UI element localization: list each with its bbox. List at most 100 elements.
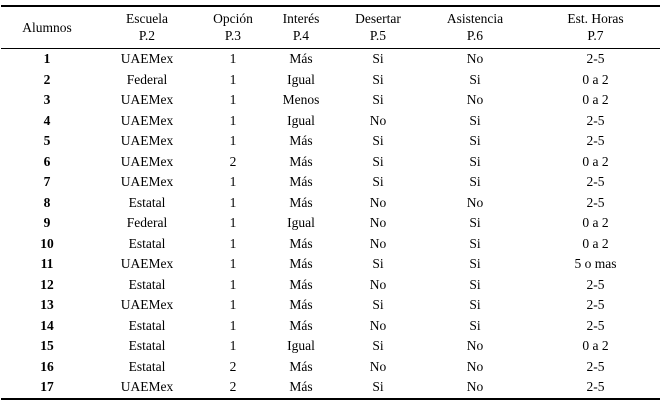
table-row: 15 Estatal 1 Igual Si No 0 a 2 <box>1 336 660 357</box>
cell-asistencia: Si <box>469 215 481 230</box>
row-number: 13 <box>40 297 54 312</box>
table-row: 14 Estatal 1 Más No Si 2-5 <box>1 316 660 337</box>
cell-desertar: No <box>369 358 387 374</box>
cell-escuela: UAEMex <box>120 153 174 169</box>
cell-est-horas: 2-5 <box>586 358 605 374</box>
table-row: 16 Estatal 2 Más No No 2-5 <box>1 357 660 378</box>
cell-interes: Más <box>289 276 313 292</box>
cell-escuela: UAEMex <box>120 379 174 394</box>
cell-asistencia: Si <box>469 256 481 271</box>
cell-opcion: 1 <box>229 133 237 148</box>
table-row: 7 UAEMex 1 Más Si Si 2-5 <box>1 172 660 193</box>
row-number: 17 <box>40 379 54 394</box>
row-number: 10 <box>40 235 54 251</box>
cell-escuela: Estatal <box>128 276 166 292</box>
cell-est-horas: 2-5 <box>586 379 605 394</box>
table-row: 17 UAEMex 2 Más Si No 2-5 <box>1 377 660 399</box>
cell-interes: Menos <box>282 92 320 107</box>
cell-desertar: No <box>369 112 387 128</box>
table-row: 5 UAEMex 1 Más Si Si 2-5 <box>1 131 660 152</box>
cell-desertar: No <box>369 194 387 210</box>
cell-escuela: Estatal <box>128 194 166 210</box>
cell-desertar: Si <box>372 153 384 169</box>
cell-escuela: UAEMex <box>120 133 174 148</box>
cell-est-horas: 2-5 <box>586 133 605 148</box>
row-number: 12 <box>40 276 54 292</box>
row-number: 8 <box>43 194 51 210</box>
cell-est-horas: 0 a 2 <box>582 92 609 107</box>
row-number: 11 <box>40 256 54 271</box>
cell-opcion: 1 <box>229 297 237 312</box>
table-row: 1 UAEMex 1 Más Si No 2-5 <box>1 49 660 70</box>
cell-opcion: 1 <box>229 235 237 251</box>
cell-est-horas: 2-5 <box>586 194 605 210</box>
cell-opcion: 2 <box>229 153 237 169</box>
cell-interes: Más <box>289 194 313 210</box>
cell-desertar: No <box>369 276 387 292</box>
cell-escuela: UAEMex <box>120 174 174 189</box>
row-number: 9 <box>43 215 51 230</box>
column-header-label: Asistencia <box>446 11 504 26</box>
cell-opcion: 1 <box>229 92 237 107</box>
cell-opcion: 1 <box>229 51 237 66</box>
cell-asistencia: Si <box>469 174 481 189</box>
cell-asistencia: Si <box>469 235 481 251</box>
cell-est-horas: 0 a 2 <box>582 153 609 169</box>
row-number: 4 <box>43 112 51 128</box>
cell-asistencia: Si <box>469 112 481 128</box>
cell-interes: Igual <box>287 71 315 87</box>
cell-est-horas: 2-5 <box>586 51 605 66</box>
cell-opcion: 2 <box>229 358 237 374</box>
cell-est-horas: 2-5 <box>586 297 605 312</box>
cell-interes: Más <box>289 235 313 251</box>
row-number: 15 <box>40 338 54 353</box>
cell-escuela: Federal <box>126 215 168 230</box>
cell-asistencia: No <box>466 358 484 374</box>
row-number: 16 <box>40 358 54 374</box>
cell-asistencia: No <box>466 338 484 353</box>
table-row: 6 UAEMex 2 Más Si Si 0 a 2 <box>1 152 660 173</box>
table-header-row: Alumnos Escuela P.2 Opción P.3 Interés P… <box>1 6 660 49</box>
cell-desertar: Si <box>372 379 384 394</box>
cell-opcion: 1 <box>229 215 237 230</box>
table-row: 12 Estatal 1 Más No Si 2-5 <box>1 275 660 296</box>
table-row: 4 UAEMex 1 Igual No Si 2-5 <box>1 111 660 132</box>
cell-escuela: Estatal <box>128 235 166 251</box>
cell-asistencia: Si <box>469 153 481 169</box>
cell-est-horas: 2-5 <box>586 276 605 292</box>
cell-escuela: Estatal <box>128 358 166 374</box>
cell-interes: Más <box>289 51 313 66</box>
cell-interes: Más <box>289 358 313 374</box>
row-number: 1 <box>43 51 51 66</box>
cell-opcion: 1 <box>229 71 237 87</box>
cell-interes: Más <box>289 297 313 312</box>
cell-desertar: Si <box>372 71 384 87</box>
cell-est-horas: 0 a 2 <box>582 235 609 251</box>
row-number: 5 <box>43 133 51 148</box>
cell-desertar: Si <box>372 92 384 107</box>
column-header-sub: P.4 <box>292 28 310 43</box>
column-header-escuela: Escuela P.2 <box>93 6 201 49</box>
column-header-sub: P.5 <box>369 28 387 43</box>
cell-interes: Más <box>289 133 313 148</box>
table-row: 3 UAEMex 1 Menos Si No 0 a 2 <box>1 90 660 111</box>
cell-opcion: 1 <box>229 194 237 210</box>
cell-est-horas: 0 a 2 <box>582 338 609 353</box>
column-header-sub: P.6 <box>466 28 484 43</box>
cell-escuela: UAEMex <box>120 92 174 107</box>
table-row: 9 Federal 1 Igual No Si 0 a 2 <box>1 213 660 234</box>
column-header-label: Alumnos <box>22 19 72 35</box>
cell-desertar: No <box>369 235 387 251</box>
table-row: 10 Estatal 1 Más No Si 0 a 2 <box>1 234 660 255</box>
cell-est-horas: 0 a 2 <box>582 215 609 230</box>
cell-interes: Más <box>289 317 313 333</box>
column-header-sub: P.3 <box>224 28 242 43</box>
cell-opcion: 1 <box>229 317 237 333</box>
cell-asistencia: Si <box>469 133 481 148</box>
cell-asistencia: Si <box>469 71 481 87</box>
cell-desertar: No <box>369 215 387 230</box>
column-header-sub: P.2 <box>138 28 156 43</box>
cell-est-horas: 2-5 <box>586 174 605 189</box>
cell-escuela: UAEMex <box>120 112 174 128</box>
